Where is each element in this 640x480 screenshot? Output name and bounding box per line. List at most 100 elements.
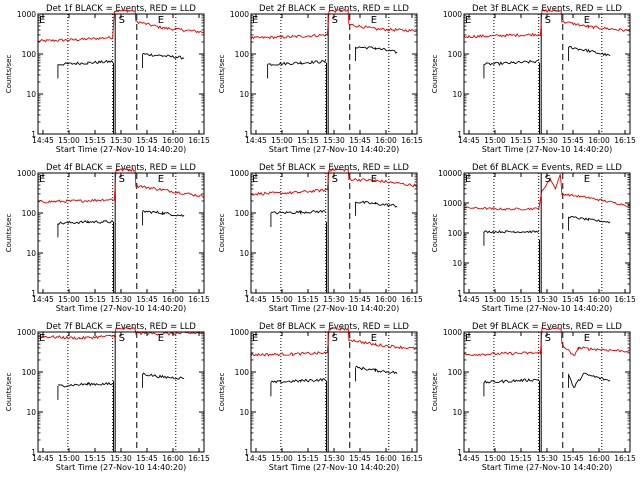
x-axis-label: Start Time (27-Nov-10 14:40:20) (269, 463, 399, 472)
y-tick-label: 1 (244, 289, 249, 298)
y-tick-label: 1000 (230, 169, 249, 178)
x-axis-label: Start Time (27-Nov-10 14:40:20) (482, 463, 612, 472)
segment-marker-label: E (465, 15, 471, 26)
segment-marker-label: E (465, 333, 471, 344)
x-tick-label: 16:15 (614, 454, 636, 463)
segment-marker-label: S (332, 15, 338, 26)
y-axis-label: Counts/sec (431, 55, 439, 94)
lld-series-line (37, 327, 205, 340)
y-tick-label: 1 (31, 289, 36, 298)
panel-title: Det 3f BLACK = Events, RED = LLD (472, 4, 622, 14)
x-tick-label: 16:00 (375, 454, 397, 463)
panel-title: Det 2f BLACK = Events, RED = LLD (259, 4, 409, 14)
x-tick-label: 15:00 (484, 295, 506, 304)
x-tick-label: 16:15 (614, 136, 636, 145)
y-tick-label: 100 (22, 368, 37, 377)
x-tick-label: 14:45 (32, 136, 54, 145)
segment-marker-label: E (465, 174, 471, 185)
y-tick-label: 1000 (230, 10, 249, 19)
x-tick-label: 15:00 (484, 136, 506, 145)
x-tick-label: 15:00 (271, 454, 293, 463)
y-tick-label: 1000 (17, 328, 36, 337)
events-series-line (483, 59, 539, 67)
segment-marker-label: E (252, 333, 258, 344)
x-tick-label: 14:45 (458, 295, 480, 304)
plot-frame (37, 13, 205, 135)
panel-title: Det 4f BLACK = Events, RED = LLD (46, 163, 196, 173)
y-tick-label: 10 (239, 90, 249, 99)
y-tick-label: 1 (244, 448, 249, 457)
x-tick-label: 15:15 (510, 136, 532, 145)
x-tick-label: 15:30 (110, 136, 132, 145)
segment-marker-label: E (158, 333, 164, 344)
segment-marker-label: S (545, 174, 551, 185)
x-tick-label: 15:00 (58, 454, 80, 463)
x-tick-label: 15:45 (136, 295, 158, 304)
x-tick-label: 14:45 (245, 136, 267, 145)
x-tick-label: 15:30 (110, 454, 132, 463)
segment-marker-label: E (158, 15, 164, 26)
x-tick-label: 15:00 (484, 454, 506, 463)
x-tick-label: 15:45 (349, 454, 371, 463)
lld-series-line (37, 167, 205, 204)
segment-marker-label: S (545, 15, 551, 26)
x-tick-label: 15:30 (536, 454, 558, 463)
x-tick-label: 15:15 (297, 295, 319, 304)
segment-marker-label: S (119, 333, 125, 344)
x-tick-label: 15:15 (84, 454, 106, 463)
x-tick-label: 15:30 (323, 295, 345, 304)
events-series-line (270, 209, 327, 216)
x-tick-label: 15:15 (297, 136, 319, 145)
lld-series-line (250, 327, 417, 357)
y-tick-label: 1 (31, 448, 36, 457)
y-tick-label: 1 (31, 130, 36, 139)
x-axis-label: Start Time (27-Nov-10 14:40:20) (482, 145, 612, 154)
panel-title: Det 1f BLACK = Events, RED = LLD (46, 4, 196, 14)
x-tick-label: 16:15 (401, 295, 423, 304)
x-tick-label: 15:45 (562, 136, 584, 145)
segment-marker-label: S (119, 15, 125, 26)
lld-series-line (463, 9, 631, 39)
x-tick-label: 15:15 (297, 454, 319, 463)
y-tick-label: 100 (448, 229, 463, 238)
x-tick-label: 16:00 (588, 295, 610, 304)
segment-marker-label: E (584, 15, 590, 26)
x-tick-label: 15:45 (349, 295, 371, 304)
events-series-line (355, 365, 398, 374)
lld-series-line (37, 9, 205, 43)
x-tick-label: 15:15 (510, 454, 532, 463)
x-tick-label: 16:00 (588, 136, 610, 145)
x-axis-label: Start Time (27-Nov-10 14:40:20) (56, 145, 186, 154)
x-tick-label: 16:15 (614, 295, 636, 304)
x-axis-label: Start Time (27-Nov-10 14:40:20) (56, 463, 186, 472)
plot-frame (463, 172, 631, 294)
x-tick-label: 16:00 (162, 295, 184, 304)
segment-marker-label: E (584, 174, 590, 185)
x-tick-label: 16:15 (188, 454, 210, 463)
segment-marker-label: S (332, 333, 338, 344)
events-series-line (142, 372, 185, 380)
segment-marker-label: E (39, 174, 45, 185)
lld-series-line (250, 8, 418, 40)
x-tick-label: 16:15 (401, 136, 423, 145)
panel-title: Det 7f BLACK = Events, RED = LLD (46, 322, 196, 332)
events-series-line (483, 230, 539, 234)
x-tick-label: 15:00 (58, 136, 80, 145)
segment-marker-label: E (158, 174, 164, 185)
events-series-line (142, 53, 185, 60)
panel-title: Det 6f BLACK = Events, RED = LLD (472, 163, 622, 173)
y-tick-label: 10000 (438, 169, 462, 178)
panel-title: Det 8f BLACK = Events, RED = LLD (259, 322, 409, 332)
x-tick-label: 14:45 (458, 454, 480, 463)
segment-marker-label: E (371, 15, 377, 26)
y-tick-label: 10 (452, 90, 462, 99)
events-series-line (355, 46, 398, 54)
x-axis-label: Start Time (27-Nov-10 14:40:20) (269, 145, 399, 154)
segment-marker-label: S (332, 174, 338, 185)
x-tick-label: 15:45 (562, 454, 584, 463)
x-tick-label: 15:15 (84, 136, 106, 145)
